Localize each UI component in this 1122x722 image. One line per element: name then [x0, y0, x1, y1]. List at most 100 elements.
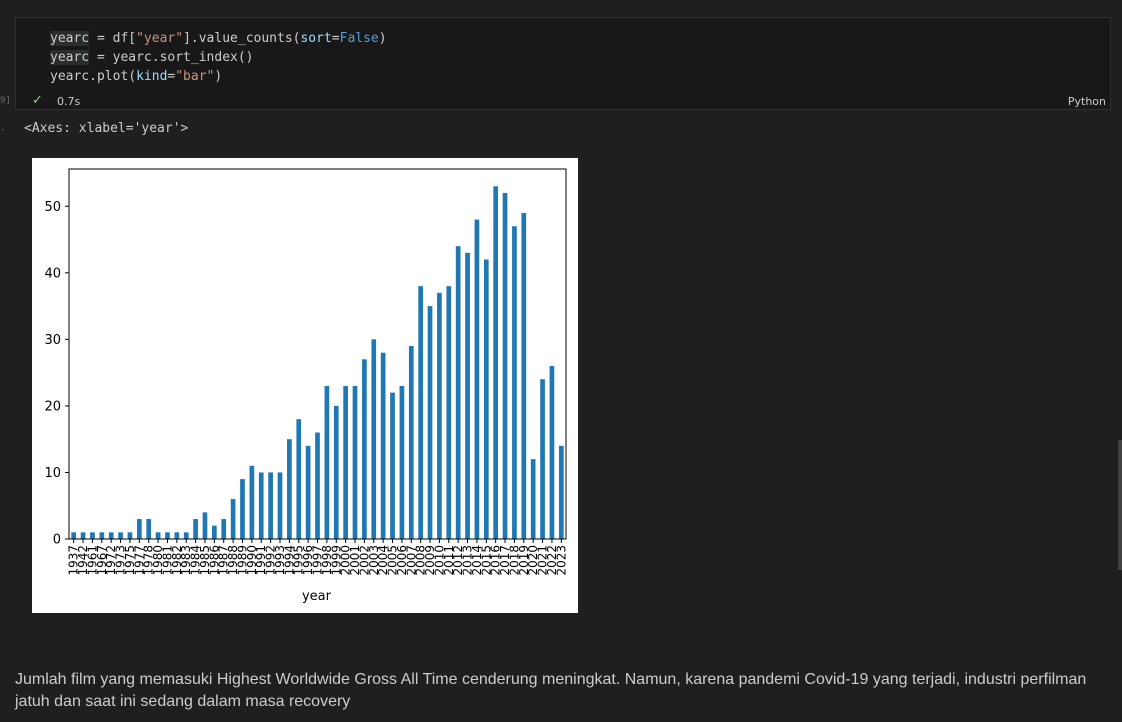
code-cell[interactable]: yearc = df["year"].value_counts(sort=Fal…	[15, 17, 1111, 110]
execution-time: 0.7s	[57, 95, 81, 108]
x-tick-label: 2003	[367, 545, 381, 576]
bar	[287, 439, 292, 539]
bar	[540, 379, 545, 539]
x-tick-label: 1975	[123, 545, 137, 576]
bar	[212, 525, 217, 539]
bar	[558, 445, 564, 539]
x-tick-label: 1961	[85, 545, 99, 576]
bar	[315, 432, 320, 539]
x-tick-label: 1994	[282, 545, 296, 576]
bar	[380, 352, 386, 539]
code-token: = df[	[89, 31, 137, 46]
x-tick-label: 2018	[507, 545, 521, 576]
code-token: yearc	[50, 50, 90, 65]
x-tick-label: 1999	[329, 545, 343, 576]
x-tick-label: 1993	[273, 545, 287, 576]
x-tick-label: 1977	[132, 545, 146, 576]
bar	[324, 385, 330, 539]
code-token: = yearc.sort_index()	[89, 50, 254, 65]
x-tick-label: 1983	[179, 545, 193, 576]
y-tick-label: 0	[53, 533, 61, 548]
x-tick-label: 2008	[414, 545, 428, 576]
plot-output: 0 10 20 30 40 50 1937 1942 1961 1967 1972 1973 1975 1…	[32, 158, 578, 613]
output-gutter-marker: -	[0, 125, 6, 135]
bar	[455, 246, 461, 539]
bar	[446, 286, 452, 539]
bar	[483, 259, 489, 539]
bar	[268, 472, 273, 539]
code-token: )	[378, 31, 387, 46]
bar	[305, 445, 311, 539]
bar	[165, 532, 170, 539]
code-token: )	[214, 69, 223, 84]
bar	[174, 532, 180, 539]
y-tick-label: 50	[44, 200, 61, 215]
x-tick-label: 1987	[217, 545, 231, 576]
x-tick-label: 2007	[404, 545, 418, 576]
bar	[240, 479, 245, 539]
x-tick-label: 1937	[67, 545, 81, 576]
x-tick-label: 2017	[498, 545, 512, 576]
bar	[512, 226, 517, 539]
bar	[277, 472, 283, 539]
code-token: ].value_counts(	[183, 31, 301, 46]
code-token: yearc.plot(	[50, 69, 137, 84]
code-token: "year"	[136, 31, 184, 46]
bar	[399, 385, 405, 539]
bar	[108, 532, 114, 539]
x-axis-label: year	[302, 589, 332, 604]
bar	[437, 292, 442, 539]
x-tick-label: 1967	[95, 545, 109, 576]
x-tick-label: 2006	[395, 545, 409, 576]
markdown-paragraph: Jumlah film yang memasuki Highest Worldw…	[15, 671, 1087, 710]
bar	[202, 512, 208, 539]
x-tick-label: 1991	[254, 545, 268, 576]
x-tick-label: 2011	[442, 545, 456, 576]
x-tick-label: 1992	[264, 545, 278, 576]
code-line[interactable]: yearc.plot(kind="bar")	[50, 67, 387, 86]
bar	[418, 286, 423, 539]
x-tick-label: 1989	[235, 545, 249, 576]
bar	[530, 459, 536, 539]
x-tick-label: 2021	[536, 545, 550, 576]
language-selector[interactable]: Python	[1067, 95, 1106, 108]
scrollbar-thumb[interactable]	[1118, 440, 1122, 570]
bar	[71, 532, 77, 539]
x-tick-label: 2016	[489, 545, 503, 576]
x-tick-label: 1988	[226, 545, 240, 576]
y-tick-label: 10	[44, 466, 61, 481]
x-tick-label: 2012	[451, 545, 465, 576]
bar	[474, 219, 480, 539]
x-tick-label: 1985	[198, 545, 212, 576]
bar	[146, 519, 152, 539]
code-editor[interactable]: yearc = df["year"].value_counts(sort=Fal…	[50, 29, 387, 86]
x-tick-label: 1996	[301, 545, 315, 576]
x-tick-label: 1997	[311, 545, 325, 576]
x-tick-label: 2001	[348, 545, 362, 576]
bar	[343, 385, 348, 539]
bar	[362, 359, 367, 539]
x-tick-label: 1986	[207, 545, 221, 576]
bar	[465, 252, 470, 539]
x-tick-label: 2023	[554, 545, 568, 576]
x-tick-label: 2013	[461, 545, 475, 576]
y-tick-label: 40	[44, 266, 61, 281]
x-tick-label: 1980	[151, 545, 165, 576]
code-token: "bar"	[175, 69, 215, 84]
code-line[interactable]: yearc = yearc.sort_index()	[50, 48, 387, 67]
check-icon: ✓	[32, 93, 43, 108]
bar	[183, 532, 189, 539]
code-line[interactable]: yearc = df["year"].value_counts(sort=Fal…	[50, 29, 387, 48]
x-tick-label: 2002	[357, 545, 371, 576]
code-token: kind	[136, 69, 168, 84]
cell-output-text: <Axes: xlabel='year'>	[24, 121, 189, 136]
code-token: yearc	[50, 31, 90, 46]
bar	[521, 212, 527, 539]
x-tick-label: 1978	[142, 545, 156, 576]
bar	[193, 519, 198, 539]
bar	[90, 532, 95, 539]
x-tick-label: 2004	[376, 545, 390, 576]
code-token: sort	[300, 31, 332, 46]
x-tick-label: 2014	[470, 545, 484, 576]
y-tick-label: 20	[44, 399, 61, 414]
